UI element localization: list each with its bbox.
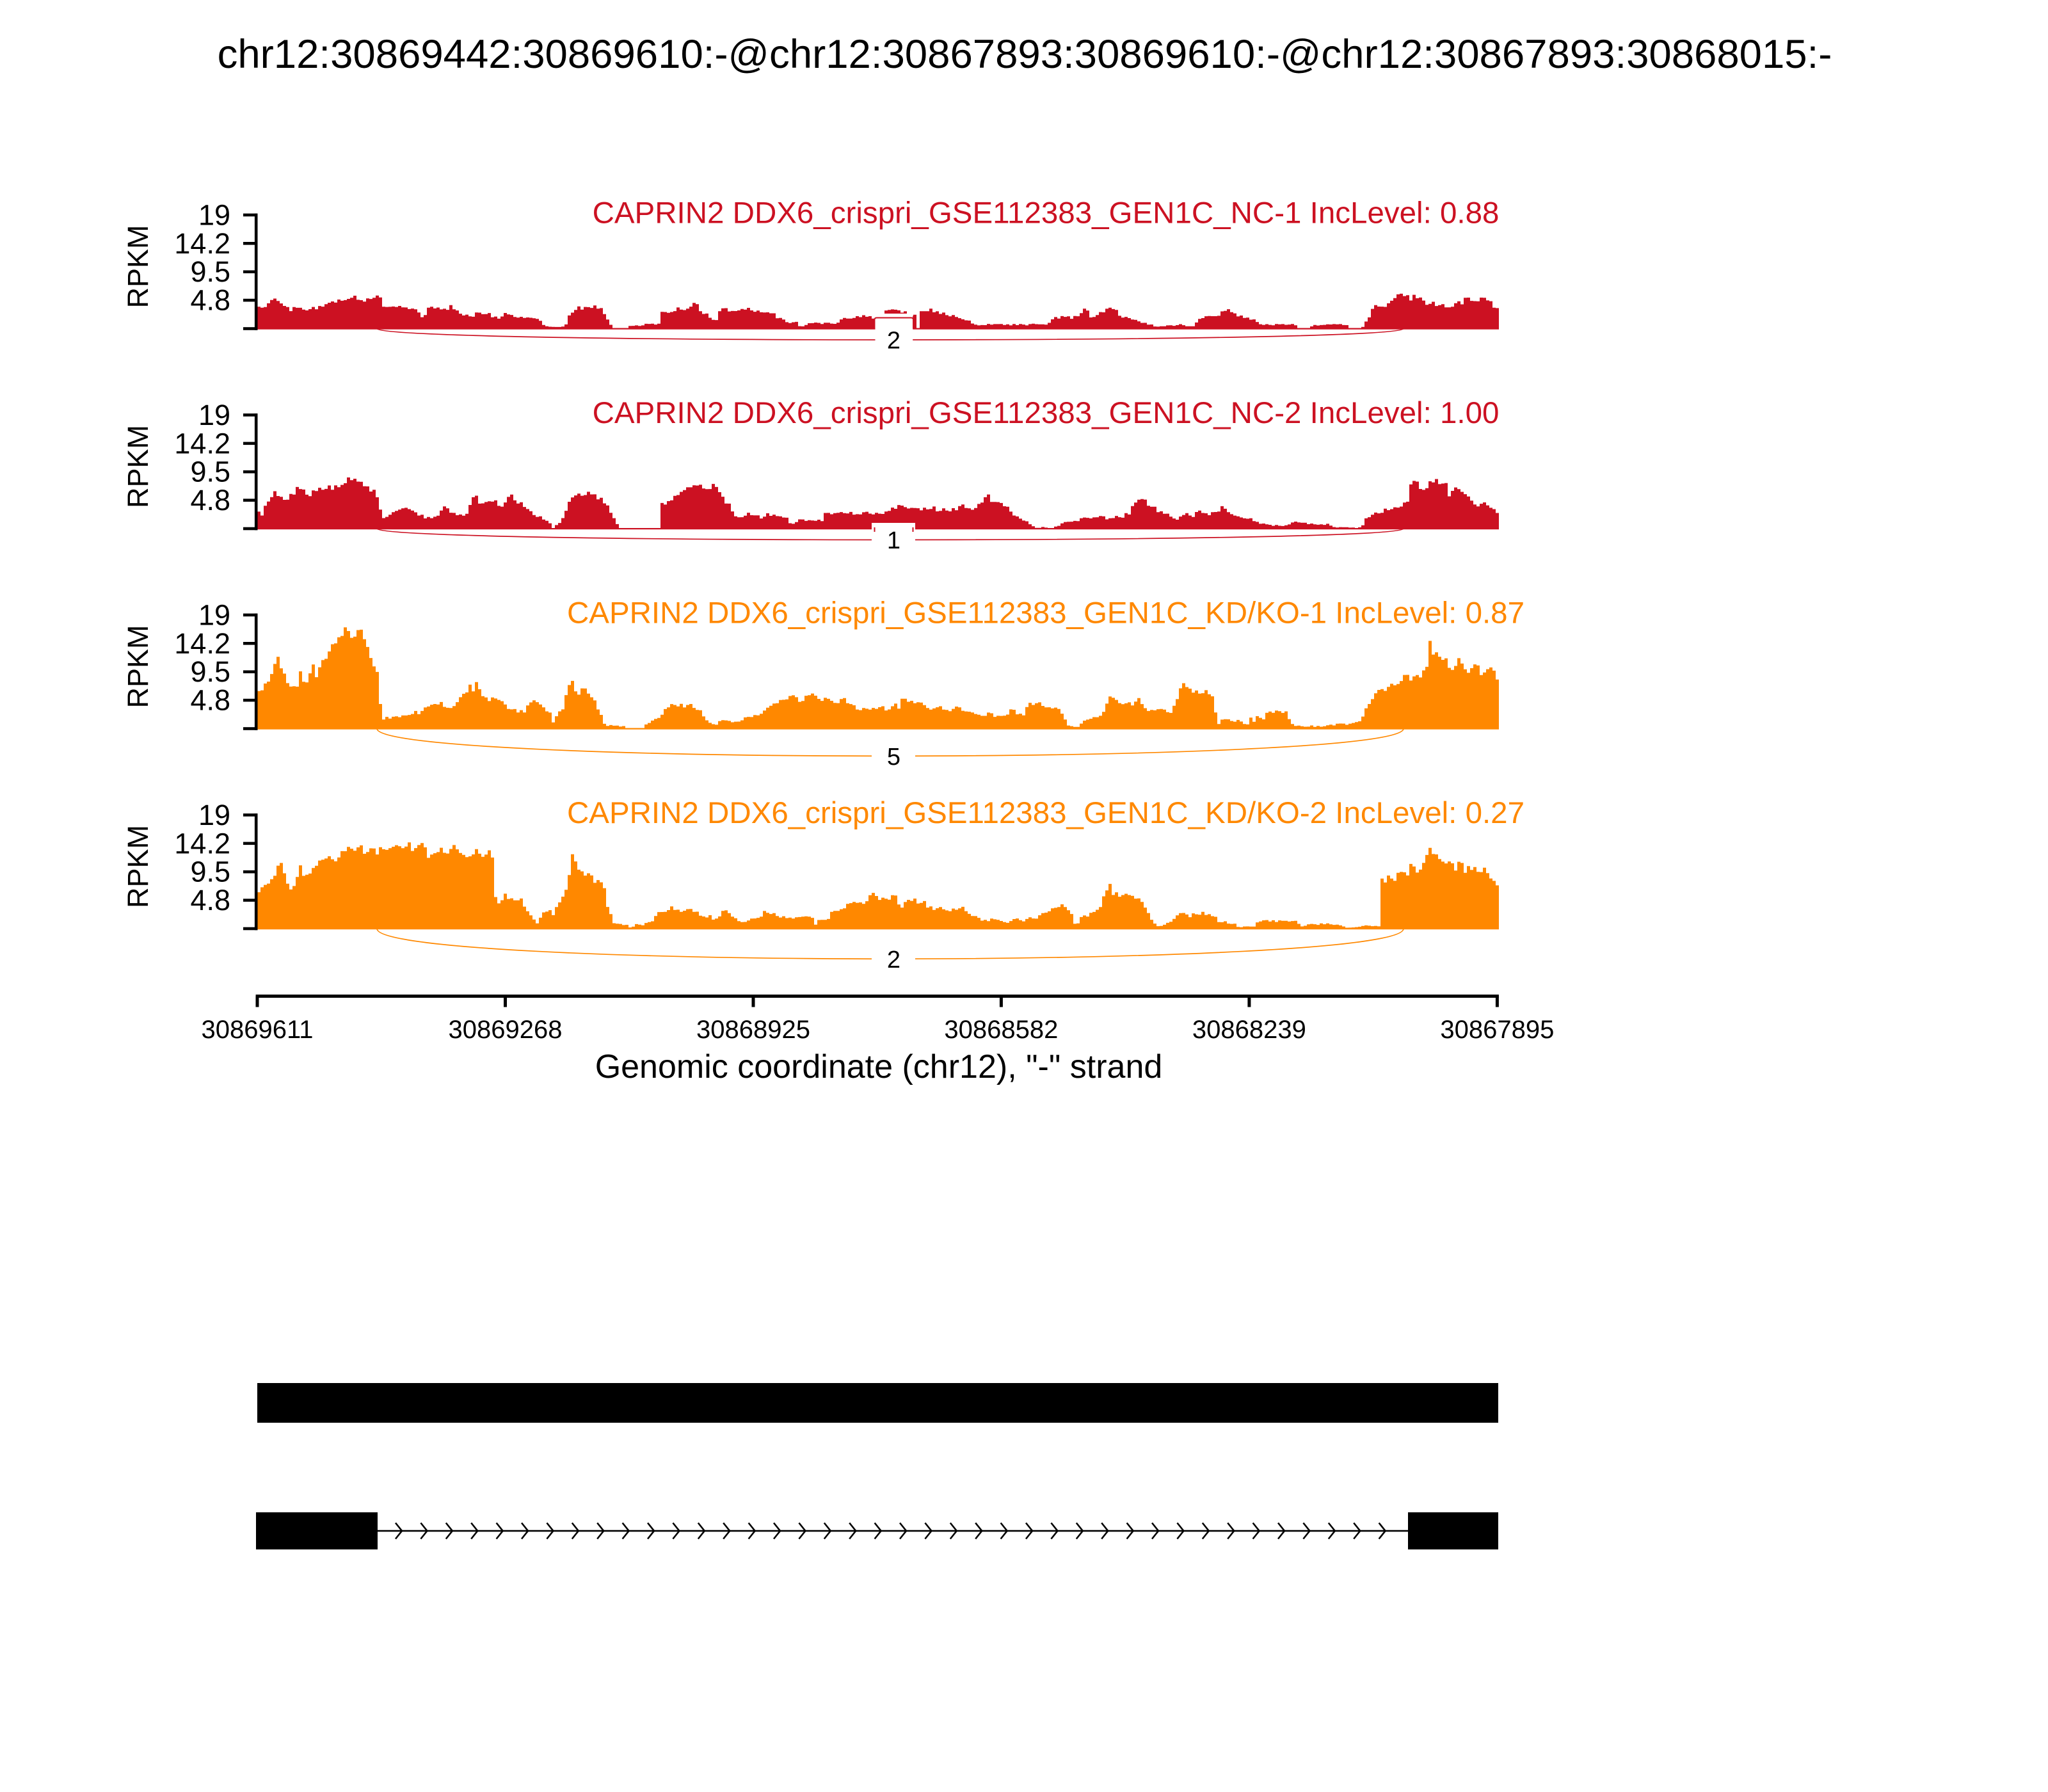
svg-text:RPKM: RPKM <box>122 625 154 708</box>
svg-text:2: 2 <box>887 947 900 973</box>
svg-text:30867895: 30867895 <box>1440 1016 1554 1044</box>
svg-text:RPKM: RPKM <box>122 825 154 908</box>
svg-text:5: 5 <box>887 744 900 771</box>
svg-text:30869611: 30869611 <box>202 1016 314 1044</box>
svg-text:30868925: 30868925 <box>696 1016 810 1044</box>
svg-text:4.8: 4.8 <box>190 484 230 516</box>
svg-text:RPKM: RPKM <box>122 425 154 508</box>
svg-text:RPKM: RPKM <box>122 225 154 308</box>
svg-text:9.5: 9.5 <box>190 456 230 488</box>
svg-text:2: 2 <box>887 328 900 355</box>
svg-text:19: 19 <box>198 799 230 831</box>
svg-text:9.5: 9.5 <box>190 655 230 688</box>
svg-text:19: 19 <box>198 399 230 431</box>
svg-text:19: 19 <box>198 598 230 631</box>
svg-text:4.8: 4.8 <box>190 684 230 717</box>
svg-text:CAPRIN2 DDX6_crispri_GSE112383: CAPRIN2 DDX6_crispri_GSE112383_GEN1C_KD/… <box>567 596 1524 630</box>
svg-text:14.2: 14.2 <box>174 427 230 460</box>
svg-text:14.2: 14.2 <box>174 227 230 260</box>
svg-text:1: 1 <box>887 527 900 554</box>
svg-text:30868239: 30868239 <box>1192 1016 1306 1044</box>
svg-text:9.5: 9.5 <box>190 856 230 888</box>
svg-text:30868582: 30868582 <box>944 1016 1058 1044</box>
svg-text:4.8: 4.8 <box>190 284 230 317</box>
svg-text:CAPRIN2 DDX6_crispri_GSE112383: CAPRIN2 DDX6_crispri_GSE112383_GEN1C_NC-… <box>593 196 1500 230</box>
svg-text:chr12:30869442:30869610:-@chr1: chr12:30869442:30869610:-@chr12:30867893… <box>218 32 1832 77</box>
svg-text:9.5: 9.5 <box>190 255 230 288</box>
svg-text:14.2: 14.2 <box>174 827 230 860</box>
svg-text:Genomic coordinate (chr12), "-: Genomic coordinate (chr12), "-" strand <box>595 1048 1163 1085</box>
svg-text:19: 19 <box>198 198 230 231</box>
svg-text:CAPRIN2 DDX6_crispri_GSE112383: CAPRIN2 DDX6_crispri_GSE112383_GEN1C_NC-… <box>593 396 1500 430</box>
svg-text:CAPRIN2 DDX6_crispri_GSE112383: CAPRIN2 DDX6_crispri_GSE112383_GEN1C_KD/… <box>567 796 1524 830</box>
svg-text:4.8: 4.8 <box>190 884 230 916</box>
svg-text:30869268: 30869268 <box>449 1016 563 1044</box>
svg-text:14.2: 14.2 <box>174 627 230 660</box>
